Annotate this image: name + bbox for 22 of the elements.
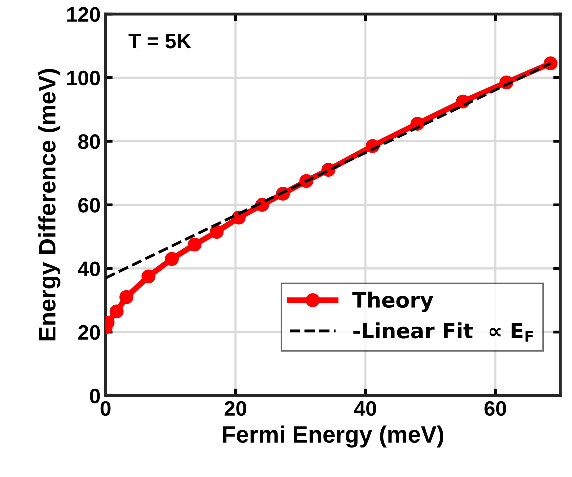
y-tick-label: 60 [78, 198, 100, 213]
x-tick-label: 0 [100, 401, 111, 416]
point [165, 252, 180, 266]
y-tick-label: 20 [78, 325, 100, 340]
y-tick-label: 80 [78, 134, 100, 150]
x-tick-label: 40 [354, 401, 376, 416]
y-axis-title: Energy Difference (meV) [38, 69, 61, 341]
point [142, 270, 156, 284]
legend-label: -Linear Fit ∝ E$_{F}$ [354, 322, 534, 342]
point [210, 225, 224, 240]
y-tick-label: 40 [78, 262, 100, 276]
x-tick-label: 60 [484, 401, 506, 416]
annotation: T = 5K [128, 34, 192, 49]
point [110, 304, 124, 319]
point [120, 290, 134, 304]
y-tick-label: 0 [90, 388, 100, 404]
y-tick-label: 100 [68, 70, 100, 86]
legend-label: Theory [352, 292, 434, 312]
point [188, 238, 202, 252]
y-tick-label: 120 [68, 7, 100, 22]
x-axis-title: Fermi Energy (meV) [223, 426, 444, 448]
x-tick-label: 20 [224, 401, 246, 416]
